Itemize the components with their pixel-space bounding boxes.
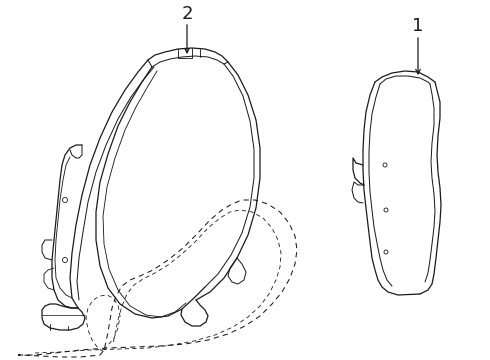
Text: 1: 1: [412, 17, 424, 35]
Text: 2: 2: [181, 5, 193, 23]
